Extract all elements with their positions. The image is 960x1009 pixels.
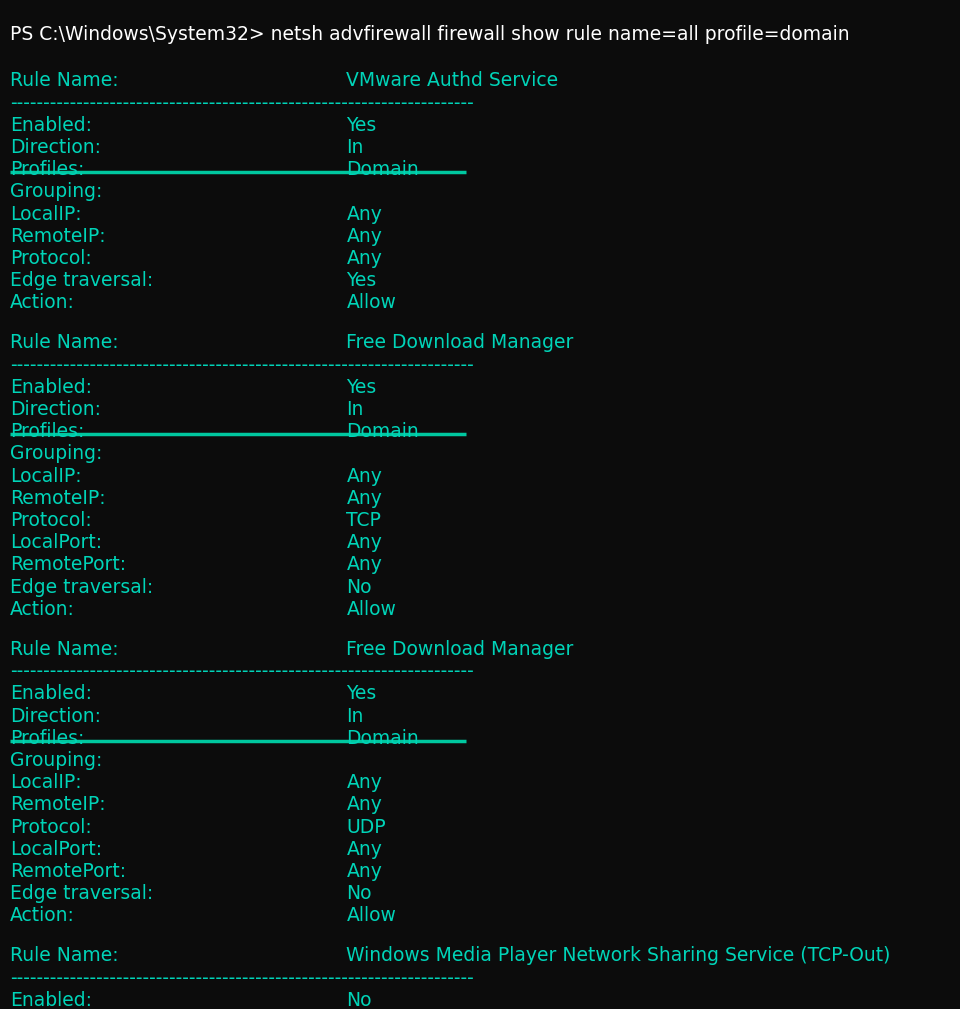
Text: Any: Any <box>347 862 382 881</box>
Text: Domain: Domain <box>347 728 420 748</box>
Text: Free Download Manager: Free Download Manager <box>347 333 574 352</box>
Text: Rule Name:: Rule Name: <box>11 946 119 966</box>
Text: Grouping:: Grouping: <box>11 444 103 463</box>
Text: Windows Media Player Network Sharing Service (TCP-Out): Windows Media Player Network Sharing Ser… <box>347 946 891 966</box>
Text: No: No <box>347 578 372 596</box>
Text: Any: Any <box>347 556 382 574</box>
Text: RemotePort:: RemotePort: <box>11 556 127 574</box>
Text: RemoteIP:: RemoteIP: <box>11 227 106 246</box>
Text: Any: Any <box>347 773 382 792</box>
Text: Any: Any <box>347 795 382 814</box>
Text: Edge traversal:: Edge traversal: <box>11 271 154 291</box>
Text: No: No <box>347 884 372 903</box>
Text: Yes: Yes <box>347 271 376 291</box>
Text: Any: Any <box>347 205 382 224</box>
Text: Domain: Domain <box>347 422 420 441</box>
Text: Free Download Manager: Free Download Manager <box>347 640 574 659</box>
Text: Direction:: Direction: <box>11 706 101 725</box>
Text: Any: Any <box>347 488 382 508</box>
Text: Profiles:: Profiles: <box>11 422 84 441</box>
Text: LocalIP:: LocalIP: <box>11 773 82 792</box>
Text: Yes: Yes <box>347 377 376 397</box>
Text: Enabled:: Enabled: <box>11 377 92 397</box>
Text: Allow: Allow <box>347 906 396 925</box>
Text: Any: Any <box>347 249 382 268</box>
Text: Action:: Action: <box>11 600 75 619</box>
Text: In: In <box>347 400 364 419</box>
Text: Any: Any <box>347 227 382 246</box>
Text: ----------------------------------------------------------------------: ----------------------------------------… <box>11 355 474 374</box>
Text: LocalIP:: LocalIP: <box>11 466 82 485</box>
Text: ----------------------------------------------------------------------: ----------------------------------------… <box>11 662 474 681</box>
Text: Grouping:: Grouping: <box>11 183 103 202</box>
Text: Protocol:: Protocol: <box>11 512 92 530</box>
Text: Grouping:: Grouping: <box>11 751 103 770</box>
Text: ----------------------------------------------------------------------: ----------------------------------------… <box>11 969 474 988</box>
Text: Edge traversal:: Edge traversal: <box>11 884 154 903</box>
Text: No: No <box>347 991 372 1009</box>
Text: Any: Any <box>347 839 382 859</box>
Text: Rule Name:: Rule Name: <box>11 640 119 659</box>
Text: Direction:: Direction: <box>11 138 101 157</box>
Text: Edge traversal:: Edge traversal: <box>11 578 154 596</box>
Text: Protocol:: Protocol: <box>11 249 92 268</box>
Text: Enabled:: Enabled: <box>11 991 92 1009</box>
Text: Allow: Allow <box>347 294 396 313</box>
Text: ----------------------------------------------------------------------: ----------------------------------------… <box>11 94 474 113</box>
Text: Action:: Action: <box>11 906 75 925</box>
Text: TCP: TCP <box>347 512 381 530</box>
Text: Yes: Yes <box>347 684 376 703</box>
Text: In: In <box>347 706 364 725</box>
Text: RemoteIP:: RemoteIP: <box>11 795 106 814</box>
Text: Rule Name:: Rule Name: <box>11 72 119 91</box>
Text: Rule Name:: Rule Name: <box>11 333 119 352</box>
Text: Any: Any <box>347 534 382 552</box>
Text: Allow: Allow <box>347 600 396 619</box>
Text: Profiles:: Profiles: <box>11 728 84 748</box>
Text: LocalIP:: LocalIP: <box>11 205 82 224</box>
Text: Enabled:: Enabled: <box>11 684 92 703</box>
Text: RemoteIP:: RemoteIP: <box>11 488 106 508</box>
Text: Profiles:: Profiles: <box>11 160 84 180</box>
Text: LocalPort:: LocalPort: <box>11 839 103 859</box>
Text: VMware Authd Service: VMware Authd Service <box>347 72 559 91</box>
Text: Enabled:: Enabled: <box>11 116 92 135</box>
Text: Direction:: Direction: <box>11 400 101 419</box>
Text: UDP: UDP <box>347 817 386 836</box>
Text: Protocol:: Protocol: <box>11 817 92 836</box>
Text: Any: Any <box>347 466 382 485</box>
Text: RemotePort:: RemotePort: <box>11 862 127 881</box>
Text: PS C:\Windows\System32> netsh advfirewall firewall show rule name=all profile=do: PS C:\Windows\System32> netsh advfirewal… <box>11 24 850 43</box>
Text: LocalPort:: LocalPort: <box>11 534 103 552</box>
Text: Domain: Domain <box>347 160 420 180</box>
Text: Action:: Action: <box>11 294 75 313</box>
Text: In: In <box>347 138 364 157</box>
Text: Yes: Yes <box>347 116 376 135</box>
